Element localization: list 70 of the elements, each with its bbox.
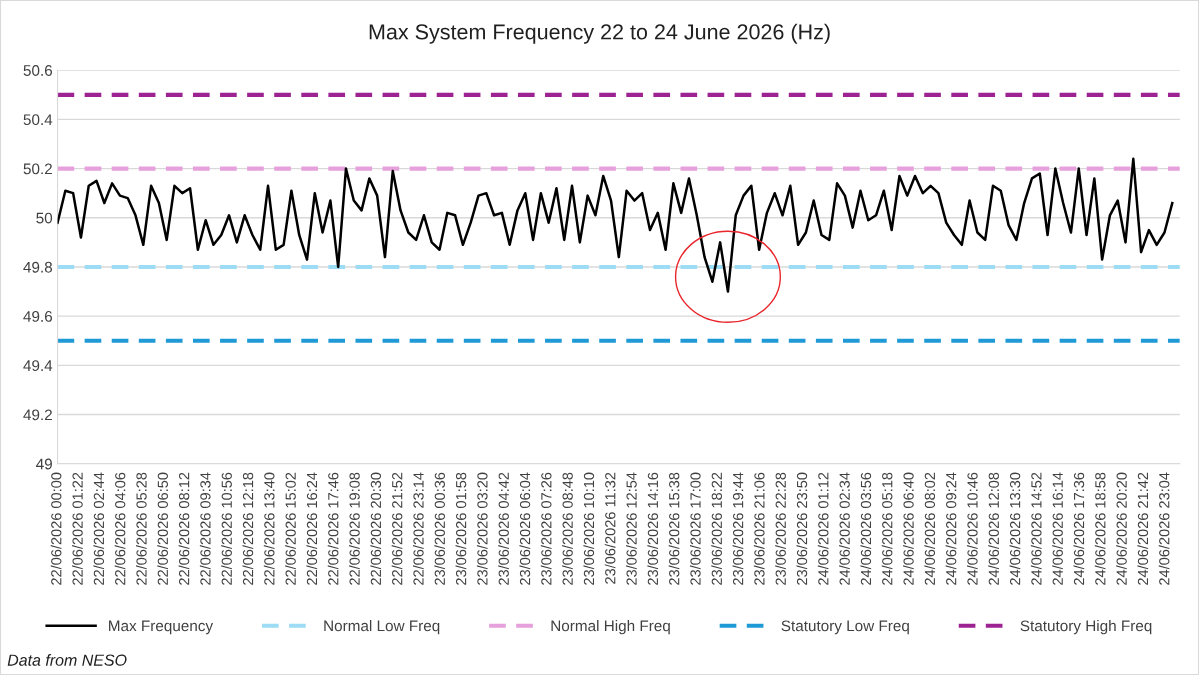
x-tick-label: 24/06/2026 23:04 [1158, 472, 1170, 585]
x-tick-label: 23/06/2026 23:50 [796, 472, 808, 585]
x-tick-label: 22/06/2026 01:22 [72, 472, 83, 585]
chart-title: Max System Frequency 22 to 24 June 2026 (Hz) [369, 23, 830, 44]
x-tick-label: 24/06/2026 21:42 [1137, 472, 1149, 585]
y-tick-label: 49.6 [23, 311, 53, 322]
x-tick-label: 23/06/2026 07:26 [540, 472, 552, 585]
x-tick-label: 24/06/2026 05:18 [881, 472, 893, 585]
x-tick-label: 22/06/2026 12:18 [242, 472, 254, 585]
x-tick-label: 22/06/2026 17:46 [327, 472, 339, 585]
y-tick-label: 49.2 [23, 409, 52, 421]
x-tick-label: 23/06/2026 15:38 [668, 472, 680, 585]
x-tick-label: 22/06/2026 04:06 [114, 472, 126, 585]
x-tick-label: 22/06/2026 00:00 [50, 472, 62, 585]
x-tick-label: 22/06/2026 13:40 [263, 472, 275, 585]
x-tick-label: 24/06/2026 02:34 [839, 472, 850, 585]
x-tick-label: 22/06/2026 21:52 [391, 472, 403, 585]
x-tick-label: 22/06/2026 20:30 [370, 472, 382, 585]
y-tick-label: 50 [36, 212, 53, 224]
y-tick-label: 50.4 [23, 114, 53, 126]
y-tick-label: 49 [36, 458, 52, 470]
x-tick-label: 23/06/2026 12:54 [626, 472, 637, 585]
x-tick-label: 24/06/2026 20:20 [1116, 472, 1127, 585]
x-tick-label: 22/06/2026 09:34 [199, 472, 211, 585]
legend-label: Statutory Low Freq [781, 620, 909, 635]
x-tick-label: 23/06/2026 04:42 [498, 472, 509, 585]
x-tick-label: 22/06/2026 02:44 [93, 472, 105, 585]
x-tick-label: 23/06/2026 21:06 [753, 472, 765, 585]
legend-label: Normal Low Freq [324, 620, 440, 635]
x-tick-label: 24/06/2026 17:36 [1073, 472, 1085, 585]
x-tick-label: 24/06/2026 12:08 [988, 472, 999, 585]
x-tick-label: 22/06/2026 08:12 [178, 472, 190, 585]
x-tick-label: 22/06/2026 15:02 [285, 472, 296, 585]
x-tick-label: 22/06/2026 10:56 [221, 472, 232, 585]
x-tick-label: 23/06/2026 18:22 [711, 472, 722, 585]
x-tick-label: 24/06/2026 01:12 [817, 472, 829, 585]
x-tick-label: 23/06/2026 14:16 [647, 472, 659, 585]
y-tick-label: 50.2 [23, 163, 52, 175]
x-tick-label: 23/06/2026 22:28 [775, 472, 786, 585]
legend-label: Statutory High Freq [1020, 620, 1152, 635]
y-tick-label: 49.8 [23, 261, 53, 273]
x-tick-label: 22/06/2026 05:28 [135, 472, 147, 585]
x-tick-label: 23/06/2026 19:44 [732, 472, 744, 585]
line-series [57, 157, 1174, 293]
x-tick-label: 24/06/2026 10:46 [966, 472, 978, 585]
x-tick-label: 22/06/2026 19:08 [349, 472, 360, 585]
legend-label: Normal High Freq [551, 620, 670, 635]
x-tick-label: 23/06/2026 11:32 [604, 472, 616, 584]
x-tick-label: 22/06/2026 06:50 [157, 472, 168, 585]
x-tick-label: 24/06/2026 16:14 [1052, 472, 1063, 585]
x-tick-label: 23/06/2026 03:20 [476, 472, 488, 585]
x-tick-label: 24/06/2026 06:40 [903, 472, 914, 585]
x-tick-label: 23/06/2026 06:04 [519, 472, 531, 585]
x-tick-label: 23/06/2026 17:00 [689, 472, 701, 585]
x-tick-label: 22/06/2026 16:24 [306, 472, 318, 585]
x-tick-label: 22/06/2026 23:14 [412, 472, 424, 585]
x-tick-label: 24/06/2026 18:58 [1094, 472, 1106, 585]
y-tick-label: 49.4 [23, 360, 53, 372]
legend-label: Max Frequency [109, 620, 214, 635]
x-tick-label: 24/06/2026 13:30 [1009, 472, 1021, 585]
x-tick-label: 23/06/2026 08:48 [562, 472, 573, 585]
x-tick-label: 24/06/2026 03:56 [860, 472, 872, 585]
text: Data from NESO [7, 654, 127, 666]
x-tick-label: 24/06/2026 08:02 [924, 472, 936, 585]
x-tick-label: 23/06/2026 00:36 [434, 472, 445, 585]
y-tick-label: 50.6 [23, 65, 53, 76]
x-tick-label: 23/06/2026 01:58 [455, 472, 467, 585]
x-tick-label: 24/06/2026 14:52 [1030, 472, 1042, 585]
x-tick-label: 23/06/2026 10:10 [583, 472, 595, 585]
x-tick-label: 24/06/2026 09:24 [945, 472, 957, 585]
